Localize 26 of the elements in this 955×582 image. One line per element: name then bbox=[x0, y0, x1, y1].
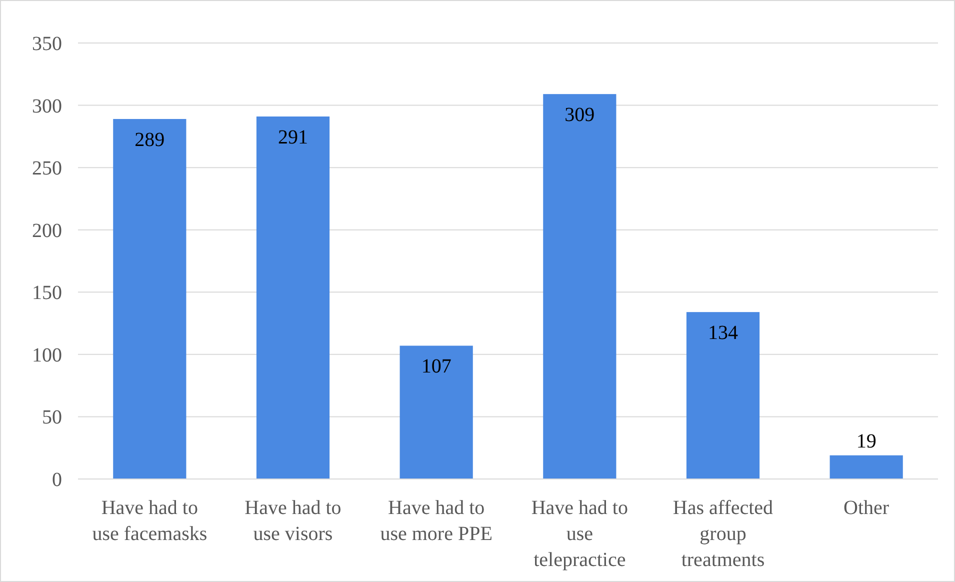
y-tick-label: 50 bbox=[42, 406, 62, 429]
y-tick-label: 0 bbox=[52, 469, 62, 491]
x-tick-label: Have had to use telepractice bbox=[531, 497, 628, 571]
y-tick-label: 350 bbox=[32, 33, 62, 55]
y-tick-label: 150 bbox=[32, 282, 62, 304]
x-tick-label: Other bbox=[844, 497, 890, 519]
data-label: 291 bbox=[278, 126, 308, 148]
x-tick-label: Have had to use visors bbox=[244, 497, 342, 545]
data-label: 289 bbox=[134, 128, 165, 151]
y-tick-label: 100 bbox=[32, 344, 62, 366]
bar bbox=[830, 455, 903, 479]
bar bbox=[256, 116, 330, 479]
bar bbox=[686, 312, 760, 479]
x-tick-label: Has affected group treatments bbox=[672, 497, 774, 571]
bar bbox=[113, 118, 186, 479]
y-tick-label: 250 bbox=[32, 158, 62, 180]
data-label: 107 bbox=[421, 356, 452, 378]
y-tick-label: 300 bbox=[32, 95, 62, 118]
bar bbox=[543, 94, 616, 479]
x-tick-label: Have had to use facemasks bbox=[92, 497, 208, 545]
data-label: 134 bbox=[708, 322, 738, 344]
data-label: 19 bbox=[856, 430, 876, 452]
x-tick-label: Have had to use more PPE bbox=[380, 497, 492, 545]
data-label: 309 bbox=[564, 104, 595, 126]
y-tick-label: 200 bbox=[32, 220, 62, 242]
bar bbox=[400, 346, 473, 479]
